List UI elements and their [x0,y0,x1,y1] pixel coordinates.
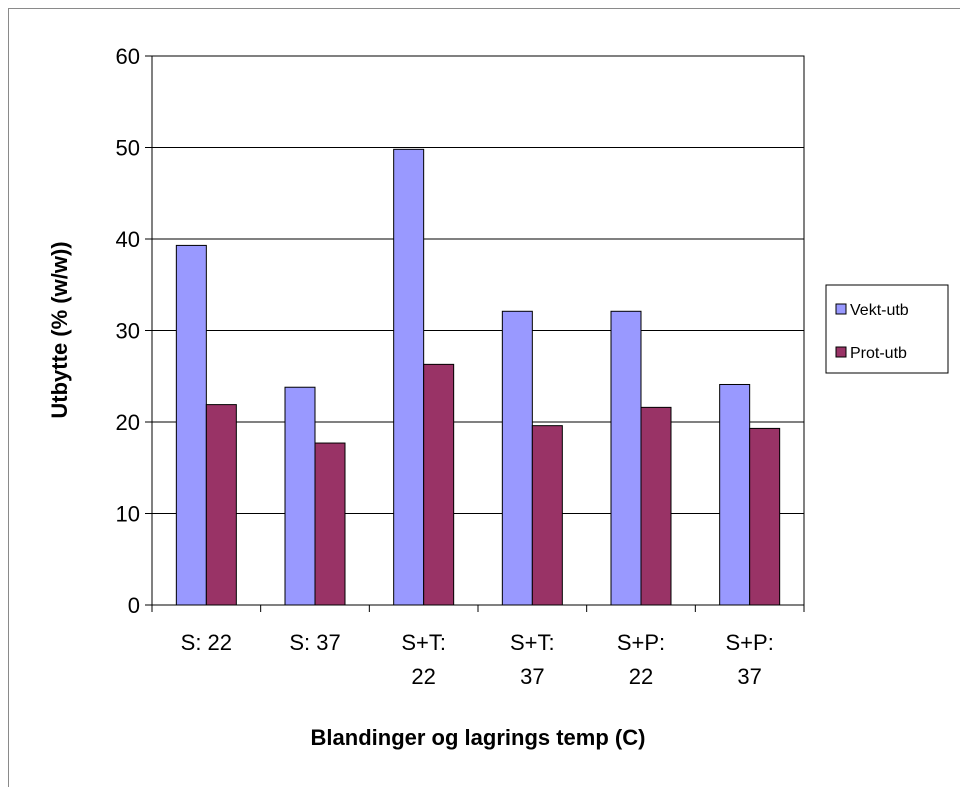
x-tick-labels: S: 22 S: 37 S+T: 22 S+T: 37 S+P: 22 S+P: 37 [181,630,774,689]
x-tick-label-1-0: S: 37 [289,630,340,655]
gridlines [152,55,804,514]
legend-swatch-vekt-utb [835,303,847,315]
legend-box [825,284,949,374]
y-axis-title: Utbytte (% (w/w)) [47,241,72,418]
y-tick-label-50: 50 [116,136,140,161]
y-tick-label-0: 0 [128,593,140,618]
bar-vekt-utb-2 [393,148,425,606]
x-tick-label-0-0: S: 22 [181,630,232,655]
bar-prot-utb-2 [423,363,455,606]
legend-swatch-prot-utb [835,346,847,358]
bar-prot-utb-1 [314,442,346,606]
bar-vekt-utb-3 [501,310,533,606]
bar-prot-utb-0 [205,404,237,606]
axes [145,55,805,612]
x-tick-label-5-1: 37 [737,664,761,689]
bar-prot-utb-4 [640,406,672,606]
x-tick-label-4-1: 22 [629,664,653,689]
y-tick-label-20: 20 [116,410,140,435]
x-tick-label-5-0: S+P: [726,630,774,655]
x-tick-label-4-0: S+P: [617,630,665,655]
bar-vekt-utb-4 [610,310,642,606]
legend-label-prot-utb: Prot-utb [850,345,907,362]
bar-prot-utb-3 [531,425,563,606]
x-tick-label-2-1: 22 [411,664,435,689]
legend-label-vekt-utb: Vekt-utb [850,302,909,319]
bar-vekt-utb-5 [719,383,751,606]
bars [175,148,781,606]
legend: Vekt-utb Prot-utb [825,284,949,374]
y-tick-label-60: 60 [116,44,140,69]
y-tick-labels: 0 10 20 30 40 50 60 [116,44,140,618]
x-axis-title: Blandinger og lagrings temp (C) [311,725,646,750]
x-tick-label-3-1: 37 [520,664,544,689]
bar-vekt-utb-1 [284,386,316,606]
y-tick-label-40: 40 [116,227,140,252]
bar-vekt-utb-0 [175,244,207,606]
x-tick-label-2-0: S+T: [401,630,446,655]
x-tick-label-3-0: S+T: [510,630,555,655]
y-tick-label-30: 30 [116,319,140,344]
chart-frame [8,8,960,787]
bar-prot-utb-5 [749,427,781,606]
y-tick-label-10: 10 [116,502,140,527]
